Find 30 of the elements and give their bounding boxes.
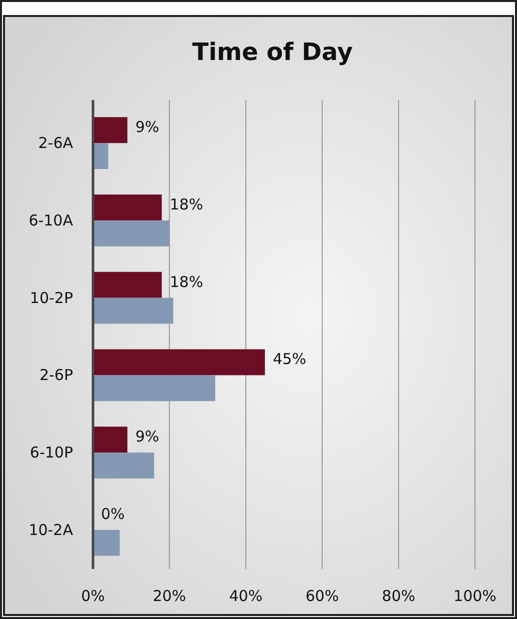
bar [93, 220, 170, 246]
x-tick-label: 40% [229, 587, 262, 605]
bar [93, 298, 174, 324]
bar [93, 452, 154, 478]
bar [93, 530, 120, 556]
bar [93, 143, 108, 169]
bar [93, 117, 128, 144]
bar [93, 194, 162, 220]
y-tick-label: 2-6P [39, 366, 73, 384]
y-tick-label: 10-2P [30, 288, 73, 307]
x-tick-label: 100% [454, 587, 496, 605]
y-tick-label: 6-10A [28, 211, 74, 230]
data-label: 0% [101, 504, 125, 523]
data-label: 18% [170, 195, 204, 214]
bar [93, 426, 128, 453]
bar [93, 272, 162, 298]
data-label: 9% [135, 118, 160, 136]
data-label: 18% [170, 272, 204, 291]
chart-title: Time of Day [192, 38, 354, 66]
x-tick-label: 0% [81, 587, 105, 605]
x-tick-label: 20% [152, 587, 186, 605]
bar [93, 375, 216, 402]
data-label: 45% [272, 350, 306, 368]
y-tick-label: 6-10P [30, 444, 73, 462]
x-tick-label: 80% [382, 587, 416, 605]
data-label: 9% [135, 428, 160, 446]
y-tick-label: 2-6A [38, 134, 74, 152]
x-tick-label: 60% [306, 587, 339, 605]
bar [93, 349, 265, 376]
y-tick-label: 10-2A [28, 520, 74, 539]
